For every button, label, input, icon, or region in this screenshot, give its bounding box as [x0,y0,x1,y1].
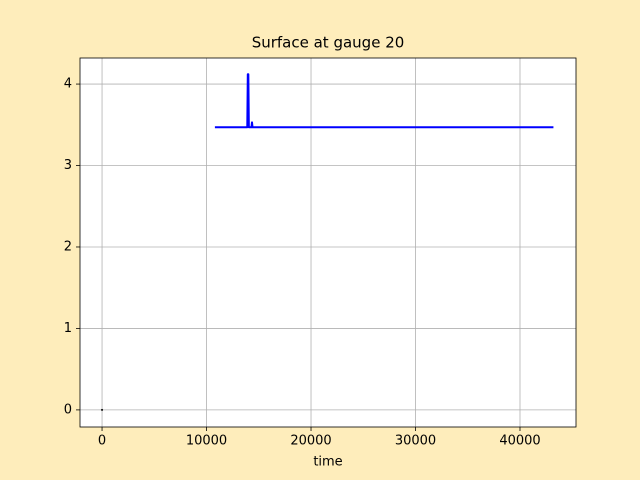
y-tick-label: 0 [64,402,72,417]
x-tick-label: 0 [98,434,106,449]
x-tick-label: 30000 [395,434,436,449]
plot-area [80,58,576,427]
y-tick-label: 3 [64,158,72,173]
y-tick-label: 4 [64,77,72,92]
y-tick-label: 1 [64,321,72,336]
line-series [214,73,554,129]
x-tick-label: 40000 [499,434,540,449]
chart-title: Surface at gauge 20 [252,34,405,52]
point [101,408,104,411]
x-axis-label: time [313,455,342,470]
x-tick-label: 20000 [290,434,331,449]
y-tick-label: 2 [64,239,72,254]
axes-frame [79,57,577,428]
x-tick-label: 10000 [186,434,227,449]
